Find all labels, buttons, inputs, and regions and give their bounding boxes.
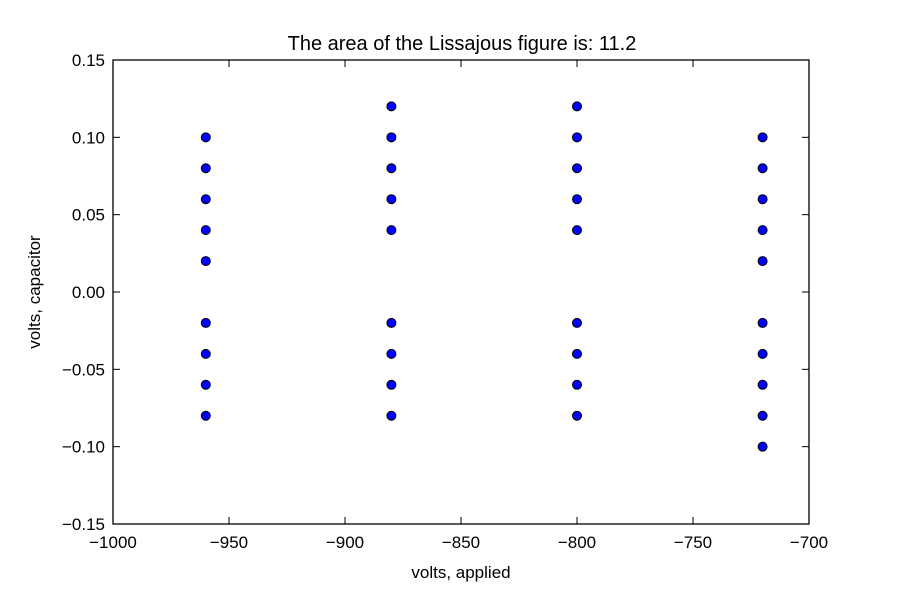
data-point bbox=[757, 348, 768, 359]
data-point bbox=[200, 256, 211, 267]
y-tick-label: 0.00 bbox=[72, 283, 105, 302]
data-point bbox=[757, 194, 768, 205]
data-point bbox=[386, 379, 397, 390]
x-axis-label: volts, applied bbox=[411, 563, 510, 582]
data-point bbox=[757, 132, 768, 143]
data-point bbox=[572, 348, 582, 359]
data-point bbox=[757, 317, 768, 328]
y-tick-label: −0.10 bbox=[62, 438, 105, 457]
chart-title: The area of the Lissajous figure is: 11.… bbox=[288, 33, 637, 55]
data-point bbox=[572, 225, 582, 236]
data-points bbox=[200, 101, 768, 452]
data-point bbox=[572, 410, 582, 421]
data-point bbox=[757, 163, 768, 174]
data-point bbox=[386, 101, 397, 112]
y-tick-label: 0.15 bbox=[72, 51, 105, 70]
data-point bbox=[572, 194, 582, 205]
x-tick-label: −950 bbox=[210, 533, 248, 552]
data-point bbox=[200, 317, 211, 328]
plot-frame bbox=[112, 59, 810, 525]
y-tick-label: −0.05 bbox=[62, 360, 105, 379]
y-tick-label: 0.05 bbox=[72, 206, 105, 225]
data-point bbox=[200, 132, 211, 143]
data-point bbox=[200, 348, 211, 359]
y-tick-label: −0.15 bbox=[62, 515, 105, 534]
data-point bbox=[386, 410, 397, 421]
data-point bbox=[572, 163, 582, 174]
data-point bbox=[200, 163, 211, 174]
y-tick-label: 0.10 bbox=[72, 128, 105, 147]
x-tick-label: −850 bbox=[442, 533, 480, 552]
data-point bbox=[200, 379, 211, 390]
data-point bbox=[572, 317, 582, 328]
y-axis-label: volts, capacitor bbox=[25, 235, 44, 349]
data-point bbox=[200, 410, 211, 421]
data-point bbox=[200, 194, 211, 205]
data-point bbox=[572, 132, 582, 143]
x-tick-label: −800 bbox=[558, 533, 596, 552]
data-point bbox=[572, 101, 582, 112]
data-point bbox=[757, 441, 768, 452]
data-point bbox=[757, 256, 768, 267]
x-axis: −1000 −950 −900 −850 −800 −750 −700 bbox=[89, 60, 828, 552]
data-point bbox=[200, 225, 211, 236]
data-point bbox=[757, 410, 768, 421]
data-point bbox=[386, 348, 397, 359]
data-point bbox=[386, 317, 397, 328]
data-point bbox=[386, 132, 397, 143]
data-point bbox=[572, 379, 582, 390]
data-point bbox=[386, 163, 397, 174]
data-point bbox=[757, 379, 768, 390]
x-tick-label: −700 bbox=[790, 533, 828, 552]
x-tick-label: −750 bbox=[674, 533, 712, 552]
data-point bbox=[386, 194, 397, 205]
data-point bbox=[757, 225, 768, 236]
x-tick-label: −1000 bbox=[89, 533, 137, 552]
data-point bbox=[386, 225, 397, 236]
x-tick-label: −900 bbox=[326, 533, 364, 552]
